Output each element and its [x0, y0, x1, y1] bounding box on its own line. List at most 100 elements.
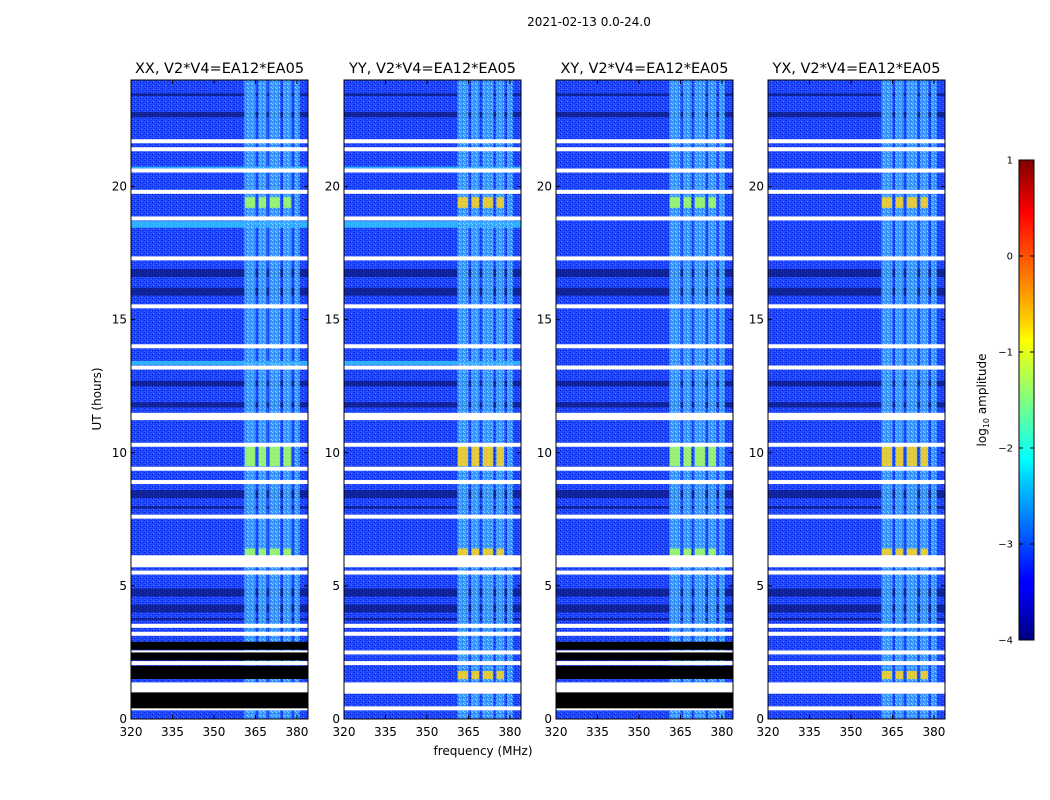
- flagged-row: [344, 661, 521, 666]
- low-amplitude-stripe: [556, 617, 733, 621]
- flagged-row: [768, 480, 945, 485]
- flagged-row: [556, 480, 733, 485]
- broadband-rfi-row: [344, 360, 521, 365]
- rfi-band: [496, 80, 505, 719]
- flagged-row: [131, 256, 308, 261]
- rfi-band: [719, 80, 725, 719]
- flagged-row: [344, 365, 521, 370]
- low-amplitude-stripe: [768, 490, 945, 499]
- flagged-row: [556, 344, 733, 349]
- strong-rfi-burst: [920, 444, 928, 467]
- strong-rfi-burst: [906, 671, 917, 680]
- flagged-block: [344, 685, 521, 694]
- flagged-row: [344, 256, 521, 261]
- panel-frame: [767, 79, 946, 720]
- x-tick-label: 380: [710, 725, 733, 739]
- low-amplitude-stripe: [556, 380, 733, 387]
- panel-yx-image: [768, 80, 945, 719]
- flagged-row: [344, 466, 521, 471]
- flagged-row: [344, 682, 521, 687]
- colorbar-tick-label: −3: [998, 540, 1013, 551]
- strong-rfi-burst: [471, 671, 480, 680]
- x-tick-label: 365: [669, 725, 692, 739]
- rfi-band: [881, 80, 893, 719]
- flagged-row: [768, 623, 945, 628]
- strong-rfi-burst: [269, 444, 280, 467]
- rfi-band: [920, 80, 929, 719]
- flagged-row: [768, 365, 945, 370]
- y-tick-label: 15: [325, 313, 340, 327]
- low-amplitude-stripe: [131, 588, 308, 597]
- rfi-band: [683, 80, 692, 719]
- flagged-row: [344, 147, 521, 152]
- strong-rfi-burst: [258, 197, 267, 208]
- rfi-band: [507, 80, 513, 719]
- strong-rfi-burst: [683, 197, 692, 208]
- low-amplitude-stripe: [768, 287, 945, 296]
- x-tick-label: 350: [628, 725, 651, 739]
- missing-data-block: [131, 665, 308, 680]
- flagged-block: [344, 555, 521, 568]
- flagged-row: [768, 650, 945, 655]
- colorbar: 1 0 −1 −2 −3 −4 log10 amplitude: [975, 156, 1035, 647]
- strong-rfi-burst: [283, 444, 291, 467]
- strong-rfi-burst: [269, 197, 280, 208]
- strong-rfi-burst: [244, 444, 255, 467]
- y-tick-label: 15: [749, 313, 764, 327]
- flagged-row: [768, 570, 945, 575]
- broadband-rfi-row: [131, 360, 308, 365]
- strong-rfi-burst: [457, 197, 468, 208]
- flagged-block: [768, 685, 945, 694]
- flagged-row: [131, 147, 308, 152]
- flagged-row: [131, 570, 308, 575]
- panel-title: XX, V2*V4=EA12*EA05: [135, 61, 304, 77]
- flagged-row: [131, 189, 308, 194]
- flagged-row: [768, 139, 945, 144]
- colorbar-gradient: [1018, 159, 1035, 641]
- low-amplitude-stripe: [768, 617, 945, 621]
- x-tick-label: 350: [416, 725, 439, 739]
- missing-data-block: [556, 665, 733, 680]
- flagged-row: [556, 623, 733, 628]
- panel-yx: YX, V2*V4=EA12*EA05 320 335 350 365 380 0 5 10 15…: [749, 61, 946, 739]
- colorbar-label: log10 amplitude: [975, 354, 991, 447]
- flagged-row: [768, 631, 945, 636]
- flagged-row: [131, 344, 308, 349]
- broadband-rfi-row: [344, 221, 521, 228]
- flagged-row: [768, 706, 945, 711]
- flagged-row: [131, 139, 308, 144]
- flagged-block: [131, 685, 308, 694]
- x-tick-label: 365: [457, 725, 480, 739]
- flagged-row: [768, 147, 945, 152]
- strong-rfi-burst: [920, 197, 928, 208]
- low-amplitude-stripe: [768, 269, 945, 278]
- flagged-block: [768, 555, 945, 568]
- flagged-row: [556, 466, 733, 471]
- panel-title: XY, V2*V4=EA12*EA05: [560, 61, 728, 77]
- y-tick-label: 15: [112, 313, 127, 327]
- flagged-row: [131, 514, 308, 519]
- low-amplitude-stripe: [344, 269, 521, 278]
- missing-data-block: [556, 652, 733, 661]
- x-tick-label: 320: [757, 725, 780, 739]
- x-tick-label: 380: [285, 725, 308, 739]
- strong-rfi-burst: [895, 671, 904, 680]
- low-amplitude-stripe: [556, 287, 733, 296]
- y-tick-label: 15: [537, 313, 552, 327]
- low-amplitude-stripe: [768, 93, 945, 96]
- rfi-band: [294, 80, 300, 719]
- strong-rfi-burst: [708, 444, 716, 467]
- strong-rfi-burst: [482, 444, 493, 467]
- panels: XX, V2*V4=EA12*EA05 320 335 350 365 380 0 5 10 15…: [112, 61, 946, 739]
- flagged-row: [556, 514, 733, 519]
- low-amplitude-stripe: [131, 604, 308, 613]
- flagged-block: [556, 412, 733, 420]
- flagged-row: [556, 189, 733, 194]
- low-amplitude-stripe: [344, 490, 521, 499]
- flagged-row: [344, 706, 521, 711]
- background-noise: [768, 80, 945, 719]
- low-amplitude-stripe: [131, 402, 308, 408]
- flagged-row: [344, 304, 521, 309]
- rfi-band: [906, 80, 918, 719]
